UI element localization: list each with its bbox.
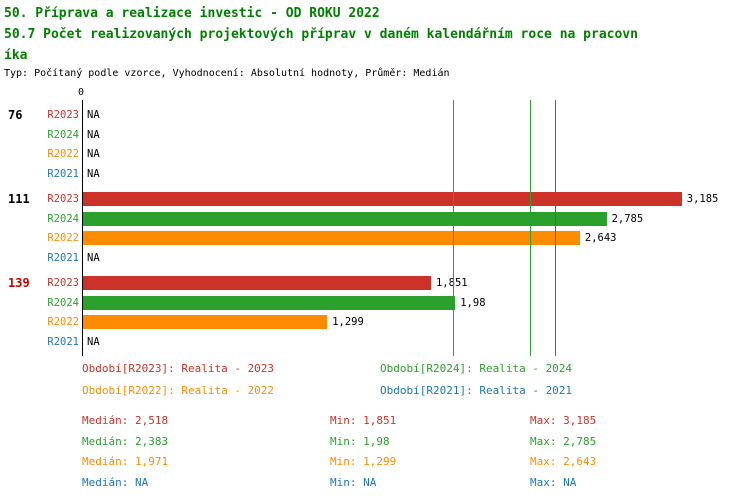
max-r2022: Max: 2,643 <box>530 455 597 468</box>
chart-row: R2021 NA <box>0 333 750 352</box>
series-label-r2021: R2021 <box>47 335 79 348</box>
series-label-r2023: R2023 <box>47 193 79 205</box>
bar-r2022 <box>83 231 580 245</box>
series-label-r2021: R2021 <box>47 167 79 180</box>
chart-row: R2024 NA <box>0 126 750 145</box>
na-value-label: NA <box>87 335 100 348</box>
series-label-r2022: R2022 <box>47 316 79 328</box>
legend-item-r2023: Období[R2023]: Realita - 2023 <box>82 362 275 375</box>
bar-value-label: 3,185 <box>686 193 719 205</box>
bar-value-label: 2,643 <box>584 232 617 244</box>
axis-zero-label: 0 <box>78 87 85 98</box>
series-label-r2024: R2024 <box>47 296 79 309</box>
legend-item-r2021: Období[R2021]: Realita - 2021 <box>380 384 573 397</box>
chart-area: 0 76 R2023 NA R2024 NA R2022 NA R2021 NA 111 R2023… <box>0 87 750 356</box>
y-axis-line <box>82 100 83 356</box>
max-r2024: Max: 2,785 <box>530 435 597 448</box>
bar-r2022 <box>83 315 328 329</box>
chart-subtitle: Typ: Počítaný podle vzorce, Vyhodnocení:… <box>4 68 450 79</box>
legend-item-r2022: Období[R2022]: Realita - 2022 <box>82 384 275 397</box>
na-value-label: NA <box>87 109 100 121</box>
group-label: 76 <box>8 108 23 122</box>
chart-row: 139 R2023 1,851 <box>0 274 750 293</box>
min-r2021: Min: NA <box>330 476 377 489</box>
median-line-r2023 <box>555 100 557 356</box>
max-r2023: Max: 3,185 <box>530 414 597 427</box>
chart-row: 76 R2023 NA <box>0 106 750 125</box>
bar-value-label: 2,785 <box>611 212 644 225</box>
median-line-r2022 <box>452 100 454 356</box>
page-title: 50. Příprava a realizace investic - OD R… <box>4 6 380 21</box>
chart-title-line2: íka <box>4 48 28 63</box>
bar-r2023 <box>83 276 431 290</box>
chart-row: R2022 NA <box>0 145 750 164</box>
median-line-r2024 <box>530 100 531 356</box>
series-label-r2024: R2024 <box>47 212 79 225</box>
na-value-label: NA <box>87 128 100 141</box>
chart-row: R2021 NA <box>0 249 750 268</box>
series-label-r2022: R2022 <box>47 148 79 160</box>
chart-row: R2024 1,98 <box>0 294 750 313</box>
bar-r2024 <box>83 211 607 226</box>
series-label-r2023: R2023 <box>47 277 79 289</box>
median-r2021: Medián: NA <box>82 476 149 489</box>
bar-value-label: 1,299 <box>332 316 364 328</box>
chart-row: R2022 2,643 <box>0 229 750 248</box>
series-label-r2024: R2024 <box>47 128 79 141</box>
min-r2024: Min: 1,98 <box>330 435 390 448</box>
legend-item-r2024: Období[R2024]: Realita - 2024 <box>380 362 573 375</box>
median-r2022: Medián: 1,971 <box>82 455 169 468</box>
bar-value-label: 1,851 <box>436 277 468 289</box>
max-r2021: Max: NA <box>530 476 577 489</box>
na-value-label: NA <box>87 148 100 160</box>
chart-row: 111 R2023 3,185 <box>0 190 750 209</box>
bar-r2024 <box>83 295 456 310</box>
group-label: 111 <box>8 192 30 206</box>
series-label-r2021: R2021 <box>47 251 79 264</box>
chart-row: R2022 1,299 <box>0 313 750 332</box>
median-r2023: Medián: 2,518 <box>82 414 169 427</box>
series-label-r2022: R2022 <box>47 232 79 244</box>
na-value-label: NA <box>87 167 100 180</box>
chart-title-line1: 50.7 Počet realizovaných projektových př… <box>4 27 638 42</box>
min-r2022: Min: 1,299 <box>330 455 397 468</box>
chart-row: R2021 NA <box>0 165 750 184</box>
chart-row: R2024 2,785 <box>0 210 750 229</box>
min-r2023: Min: 1,851 <box>330 414 397 427</box>
bar-r2023 <box>83 192 682 206</box>
bar-value-label: 1,98 <box>460 296 486 309</box>
median-r2024: Medián: 2,383 <box>82 435 169 448</box>
series-label-r2023: R2023 <box>47 109 79 121</box>
group-label: 139 <box>8 276 30 290</box>
na-value-label: NA <box>87 251 100 264</box>
